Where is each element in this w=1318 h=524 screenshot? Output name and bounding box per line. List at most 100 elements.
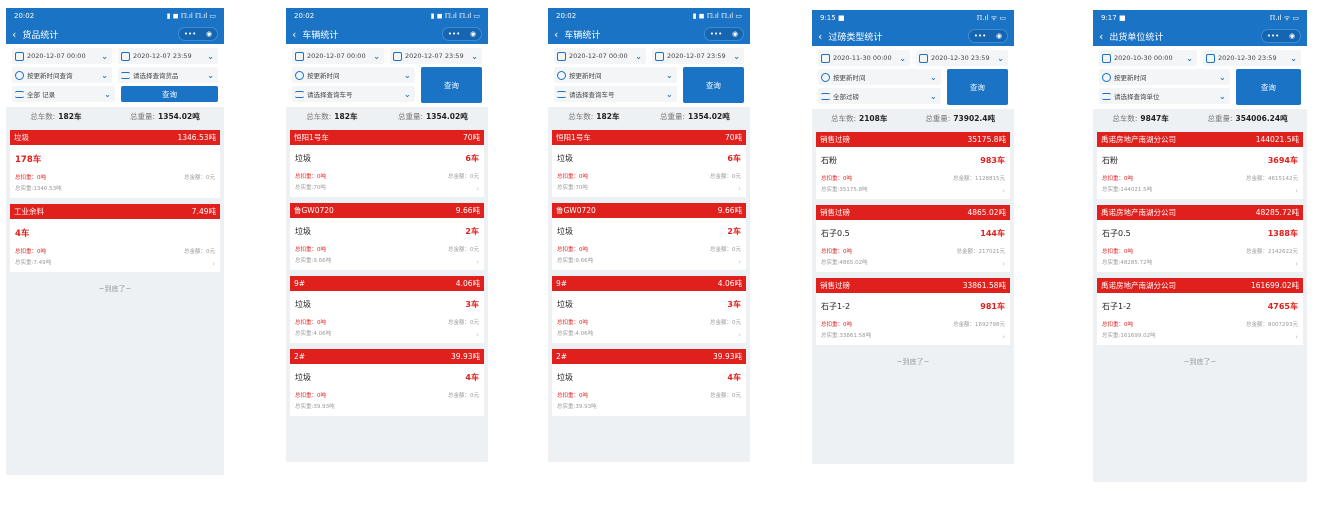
status-icons: ▮ ◼ ℿ.ıl ℿ.ıl ▭	[692, 12, 742, 20]
card-list: 销售过磅 35175.8吨 石粉 983车 总扣重：0吨 总金额：1128815元 总…	[812, 128, 1014, 373]
card-header-value: 161699.02吨	[1250, 281, 1299, 290]
chevron-down-icon: ⌄	[635, 51, 642, 61]
chevron-right-icon: ›	[476, 258, 479, 266]
goods-select[interactable]: 请选择查询货品 ⌄	[118, 67, 218, 83]
chevron-down-icon: ⌄	[207, 70, 214, 80]
mini-program-capsule[interactable]: ••• ◉	[968, 29, 1008, 43]
more-icon[interactable]: •••	[973, 32, 987, 40]
card-count: 3车	[465, 300, 479, 309]
stat-card[interactable]: 禹诺房地产南湖分公司 161699.02吨 石子1-2 4765车 总扣重：0吨 总金…	[1097, 278, 1303, 345]
close-circle-icon[interactable]: ◉	[1289, 32, 1296, 40]
record-filter-select[interactable]: 全部 记录 ⌄	[12, 86, 115, 102]
start-date-field[interactable]: 2020-12-07 00:00 ⌄	[292, 48, 384, 64]
start-date-value: 2020-11-30 00:00	[833, 54, 892, 62]
stat-card[interactable]: 鲁GW0720 9.66吨 垃圾 2车 总扣重：0吨 总金额：0元 总实重:9.66吨…	[552, 203, 746, 270]
plate-select-value: 请选择查询车号	[307, 91, 353, 99]
back-icon[interactable]: ‹	[292, 27, 297, 41]
more-icon[interactable]: •••	[1266, 32, 1280, 40]
status-bar: 9:17 ■ ℿ.ıl ᯤ ▭	[1093, 10, 1307, 26]
start-date-field[interactable]: 2020-12-07 00:00 ⌄	[12, 48, 112, 64]
stat-card[interactable]: 禹诺房地产南湖分公司 144021.5吨 石粉 3694车 总扣重：0吨 总金额：46…	[1097, 132, 1303, 199]
query-button[interactable]: 查询	[420, 67, 482, 103]
more-icon[interactable]: •••	[709, 30, 723, 38]
stat-card[interactable]: 恒阳1号车 70吨 垃圾 6车 总扣重：0吨 总金额：0元 总实重:70吨 ›	[290, 130, 484, 197]
stat-card[interactable]: 销售过磅 4865.02吨 石子0.5 144车 总扣重：0吨 总金额：217021元…	[816, 205, 1010, 272]
card-body: 垃圾 2车 总扣重：0吨 总金额：0元 总实重:9.66吨 ›	[552, 218, 746, 270]
back-icon[interactable]: ‹	[554, 27, 559, 41]
end-date-field[interactable]: 2020-12-30 23:59 ⌄	[1203, 50, 1301, 66]
chevron-right-icon: ›	[738, 185, 741, 193]
stat-card[interactable]: 垃圾 1346.53吨 178车 总扣重：0吨 总金额：0元 总实重:1346.53…	[10, 130, 220, 198]
end-date-field[interactable]: 2020-12-07 23:59 ⌄	[652, 48, 744, 64]
query-button[interactable]: 查询	[1235, 69, 1301, 105]
card-count: 3车	[727, 300, 741, 309]
card-header: 恒阳1号车 70吨	[290, 130, 484, 145]
stat-card[interactable]: 2# 39.93吨 垃圾 4车 总扣重：0吨 总金额：0元 总实重:39.93吨	[552, 349, 746, 416]
stat-card[interactable]: 鲁GW0720 9.66吨 垃圾 2车 总扣重：0吨 总金额：0元 总实重:9.66吨…	[290, 203, 484, 270]
calendar-icon	[557, 51, 566, 61]
close-circle-icon[interactable]: ◉	[206, 30, 213, 38]
time-mode-select[interactable]: 按更新时间查询 ⌄	[12, 67, 112, 83]
query-button[interactable]: 查询	[946, 69, 1008, 105]
more-icon[interactable]: •••	[447, 30, 461, 38]
end-date-field[interactable]: 2020-12-07 23:59 ⌄	[118, 48, 218, 64]
clock-icon	[557, 70, 566, 80]
stat-card[interactable]: 9# 4.06吨 垃圾 3车 总扣重：0吨 总金额：0元 总实重:4.06吨 ›	[552, 276, 746, 343]
time-mode-select[interactable]: 按更新时间 ⌄	[554, 67, 677, 83]
card-header: 2# 39.93吨	[552, 349, 746, 364]
end-date-field[interactable]: 2020-12-30 23:59 ⌄	[916, 50, 1008, 66]
card-item-name: 石粉	[821, 156, 837, 165]
chevron-down-icon: ⌄	[929, 91, 937, 101]
mini-program-capsule[interactable]: ••• ◉	[704, 27, 744, 41]
card-title: 禹诺房地产南湖分公司	[1101, 135, 1176, 144]
query-button[interactable]: 查询	[682, 67, 744, 103]
mini-program-capsule[interactable]: ••• ◉	[1261, 29, 1301, 43]
card-count: 4车	[465, 373, 479, 382]
clock-icon	[295, 70, 304, 80]
time-mode-select[interactable]: 按更新时间 ⌄	[292, 67, 415, 83]
status-bar: 9:15 ■ ℿ.ıl ᯤ ▭	[812, 10, 1014, 26]
plate-select[interactable]: 请选择查询车号 ⌄	[292, 86, 415, 102]
mini-program-capsule[interactable]: ••• ◉	[178, 27, 218, 41]
weighing-type-value: 全部过磅	[833, 93, 859, 101]
page-title: 车辆统计	[302, 30, 339, 41]
stat-card[interactable]: 销售过磅 33861.58吨 石子1-2 981车 总扣重：0吨 总金额：169279…	[816, 278, 1010, 345]
close-circle-icon[interactable]: ◉	[470, 30, 477, 38]
time-mode-select[interactable]: 按更新时间 ⌄	[818, 69, 941, 85]
stat-card[interactable]: 恒阳1号车 70吨 垃圾 6车 总扣重：0吨 总金额：0元 总实重:70吨 ›	[552, 130, 746, 197]
stat-card[interactable]: 禹诺房地产南湖分公司 48285.72吨 石子0.5 1388车 总扣重：0吨 总金额…	[1097, 205, 1303, 272]
mini-program-capsule[interactable]: ••• ◉	[442, 27, 482, 41]
nav-bar: ‹ 车辆统计 ••• ◉	[548, 24, 750, 44]
card-title: 恒阳1号车	[556, 133, 591, 142]
close-circle-icon[interactable]: ◉	[996, 32, 1003, 40]
start-date-field[interactable]: 2020-12-07 00:00 ⌄	[554, 48, 646, 64]
card-count: 2车	[465, 227, 479, 236]
card-count: 1388车	[1267, 229, 1298, 238]
back-icon[interactable]: ‹	[12, 27, 17, 41]
nav-bar: ‹ 货品统计 ••• ◉	[6, 24, 224, 44]
start-date-field[interactable]: 2020-11-30 00:00 ⌄	[818, 50, 910, 66]
stat-card[interactable]: 9# 4.06吨 垃圾 3车 总扣重：0吨 总金额：0元 总实重:4.06吨 ›	[290, 276, 484, 343]
back-icon[interactable]: ‹	[1099, 29, 1104, 43]
weighing-type-select[interactable]: 全部过磅 ⌄	[818, 88, 941, 104]
back-icon[interactable]: ‹	[818, 29, 823, 43]
stat-card[interactable]: 销售过磅 35175.8吨 石粉 983车 总扣重：0吨 总金额：1128815元 总…	[816, 132, 1010, 199]
unit-select[interactable]: 请选择查询单位 ⌄	[1099, 88, 1230, 104]
end-date-field[interactable]: 2020-12-07 23:59 ⌄	[390, 48, 482, 64]
query-button[interactable]: 查询	[121, 86, 218, 102]
time-mode-select[interactable]: 按更新时间 ⌄	[1099, 69, 1230, 85]
card-title: 销售过磅	[820, 281, 850, 290]
start-date-field[interactable]: 2020-10-30 00:00 ⌄	[1099, 50, 1197, 66]
calendar-icon	[655, 51, 664, 61]
close-circle-icon[interactable]: ◉	[732, 30, 739, 38]
card-title: 工业余料	[14, 207, 44, 216]
card-count: 981车	[980, 302, 1005, 311]
phone-shipper-stats: 9:17 ■ ℿ.ıl ᯤ ▭ ‹ 出货单位统计 ••• ◉ 2020-10-30 …	[1093, 10, 1307, 482]
chevron-right-icon: ›	[1295, 260, 1298, 268]
stat-card[interactable]: 工业余料 7.49吨 4车 总扣重：0吨 总金额：0元 总实重:7.49吨 ›	[10, 204, 220, 272]
list-icon	[121, 71, 130, 79]
stat-card[interactable]: 2# 39.93吨 垃圾 4车 总扣重：0吨 总金额：0元 总实重:39.93吨	[290, 349, 484, 416]
total-amount: 总金额：0元	[710, 247, 741, 253]
plate-select[interactable]: 请选择查询车号 ⌄	[554, 86, 677, 102]
more-icon[interactable]: •••	[183, 30, 197, 38]
